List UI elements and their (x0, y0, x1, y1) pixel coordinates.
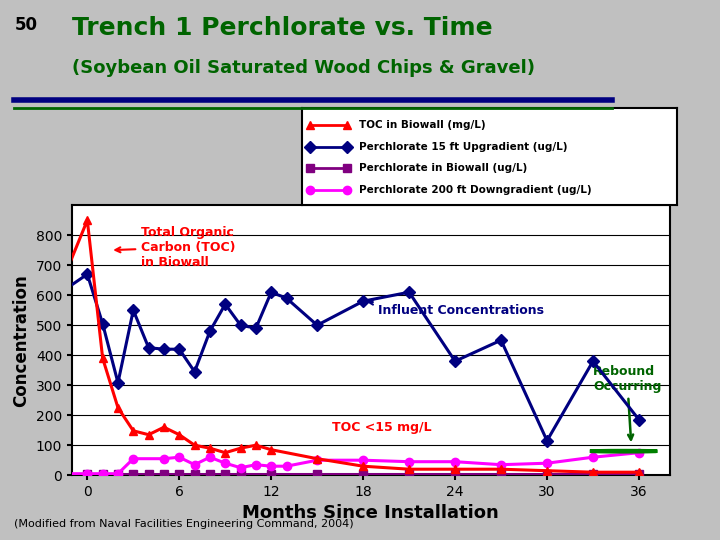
Text: TOC <15 mg/L: TOC <15 mg/L (333, 421, 432, 434)
Text: Rebound
Occurring: Rebound Occurring (593, 365, 662, 440)
Y-axis label: Concentration: Concentration (12, 274, 30, 407)
Text: Perchlorate 200 ft Downgradient (ug/L): Perchlorate 200 ft Downgradient (ug/L) (359, 185, 591, 194)
Text: Perchlorate in Biowall (ug/L): Perchlorate in Biowall (ug/L) (359, 163, 527, 173)
Text: Trench 1 Perchlorate vs. Time: Trench 1 Perchlorate vs. Time (72, 16, 492, 40)
Text: TOC in Biowall (mg/L): TOC in Biowall (mg/L) (359, 120, 485, 131)
Text: Total Organic
Carbon (TOC)
in Biowall: Total Organic Carbon (TOC) in Biowall (115, 226, 235, 269)
X-axis label: Months Since Installation: Months Since Installation (243, 504, 499, 523)
Text: (Modified from Naval Facilities Engineering Command, 2004): (Modified from Naval Facilities Engineer… (14, 519, 354, 529)
Text: (Soybean Oil Saturated Wood Chips & Gravel): (Soybean Oil Saturated Wood Chips & Grav… (72, 59, 535, 77)
Text: Influent Concentrations: Influent Concentrations (368, 300, 544, 316)
Text: 50: 50 (14, 16, 37, 34)
Text: Perchlorate 15 ft Upgradient (ug/L): Perchlorate 15 ft Upgradient (ug/L) (359, 142, 567, 152)
